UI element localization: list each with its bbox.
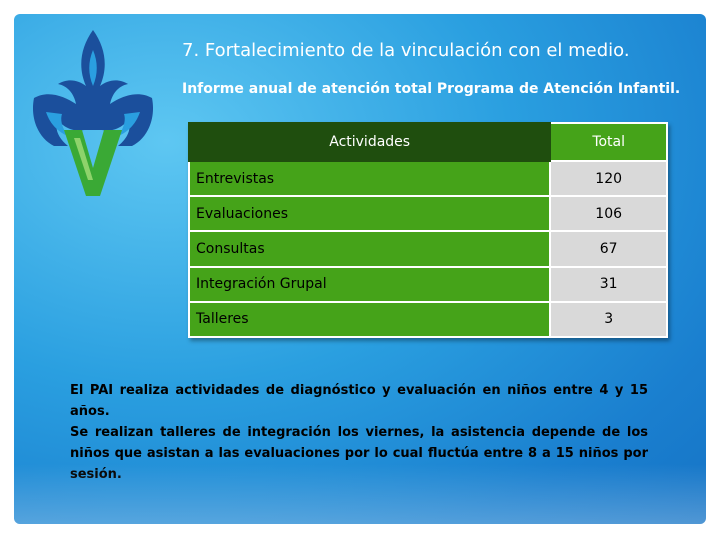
page-title: 7. Fortalecimiento de la vinculación con… (182, 40, 630, 61)
table-row: Consultas 67 (187, 230, 668, 268)
row-activity: Evaluaciones (187, 195, 552, 233)
row-total: 31 (549, 265, 668, 303)
page-subtitle: Informe anual de atención total Programa… (182, 81, 681, 97)
description-text: El PAI realiza actividades de diagnóstic… (70, 380, 648, 485)
header-total: Total (549, 122, 668, 162)
row-total: 106 (549, 195, 668, 233)
table-row: Talleres 3 (187, 300, 668, 339)
table-row: Integración Grupal 31 (187, 265, 668, 303)
row-activity: Talleres (187, 300, 552, 339)
row-activity: Consultas (187, 230, 552, 268)
header-activities: Actividades (187, 122, 552, 162)
row-total: 3 (549, 300, 668, 339)
slide: 7. Fortalecimiento de la vinculación con… (14, 14, 706, 524)
activities-table-container: Actividades Total Entrevistas 120 Evalua… (187, 122, 668, 339)
row-activity: Integración Grupal (187, 265, 552, 303)
row-total: 67 (549, 230, 668, 268)
row-total: 120 (549, 159, 668, 198)
description-paragraph: El PAI realiza actividades de diagnóstic… (70, 383, 648, 419)
veracruz-v-logo (32, 30, 154, 196)
table-row: Entrevistas 120 (187, 159, 668, 198)
row-activity: Entrevistas (187, 159, 552, 198)
description-paragraph: Se realizan talleres de integración los … (70, 425, 648, 482)
activities-table: Actividades Total Entrevistas 120 Evalua… (187, 122, 668, 339)
table-header-row: Actividades Total (187, 122, 668, 162)
table-row: Evaluaciones 106 (187, 195, 668, 233)
